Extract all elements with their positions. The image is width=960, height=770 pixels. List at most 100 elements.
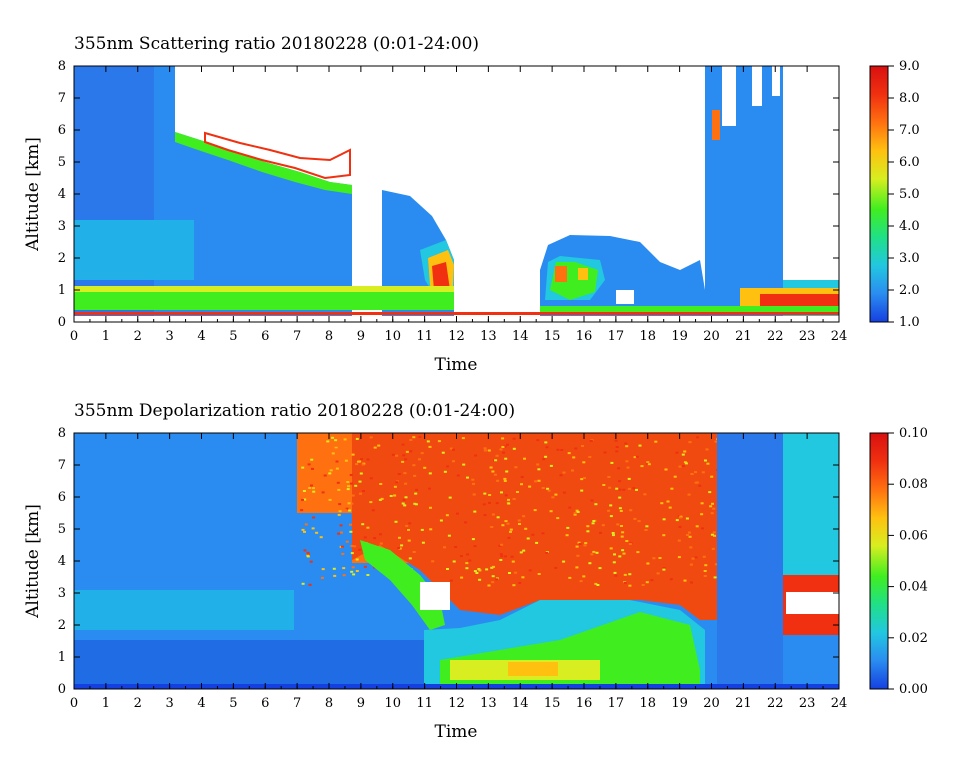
noise-speck — [573, 513, 577, 516]
noise-speck — [489, 466, 493, 469]
colorbar — [869, 432, 889, 690]
x-tick-label: 12 — [448, 329, 465, 344]
noise-speck — [694, 481, 698, 484]
noise-speck — [501, 524, 505, 527]
noise-speck — [643, 493, 647, 496]
noise-speck — [332, 567, 336, 570]
noise-speck — [629, 509, 633, 512]
noise-speck — [688, 441, 692, 444]
noise-speck — [710, 475, 714, 478]
noise-speck — [559, 474, 563, 477]
noise-speck — [592, 520, 596, 522]
noise-speck — [511, 560, 515, 563]
x-tick-label: 9 — [357, 696, 365, 711]
noise-speck — [577, 541, 581, 544]
noise-speck — [393, 494, 397, 497]
x-tick-label: 0 — [70, 696, 78, 711]
noise-speck — [312, 487, 315, 490]
noise-speck — [310, 458, 314, 461]
noise-speck — [494, 459, 498, 462]
noise-speck — [319, 505, 323, 508]
noise-speck — [666, 500, 670, 503]
noise-speck — [533, 509, 537, 512]
noise-speck — [623, 573, 627, 576]
noise-speck — [373, 537, 377, 540]
noise-speck — [683, 461, 687, 464]
noise-speck — [351, 453, 355, 456]
noise-speck — [483, 514, 487, 517]
noise-speck — [618, 496, 622, 499]
noise-speck — [628, 573, 632, 576]
noise-speck — [598, 567, 602, 570]
y-tick-label: 2 — [58, 251, 66, 266]
noise-speck — [662, 534, 666, 537]
noise-speck — [405, 450, 409, 453]
noise-speck — [501, 446, 505, 448]
noise-speck — [556, 517, 560, 520]
x-axis-label: Time — [435, 722, 478, 742]
noise-speck — [397, 547, 401, 549]
noise-speck — [696, 436, 700, 439]
noise-speck — [583, 544, 587, 547]
noise-speck — [414, 503, 418, 506]
noise-speck — [549, 510, 553, 513]
noise-speck — [412, 464, 416, 467]
noise-speck — [350, 570, 354, 573]
noise-speck — [300, 509, 304, 512]
noise-speck — [691, 557, 695, 560]
noise-speck — [675, 519, 679, 522]
noise-speck — [619, 510, 623, 512]
noise-speck — [346, 488, 350, 491]
noise-speck — [621, 531, 625, 534]
noise-speck — [404, 482, 408, 485]
noise-speck — [505, 470, 509, 473]
noise-speck — [456, 474, 460, 477]
noise-speck — [609, 504, 613, 507]
noise-speck — [301, 582, 305, 585]
x-tick-label: 9 — [357, 329, 365, 344]
x-tick-label: 5 — [229, 696, 237, 711]
noise-speck — [591, 522, 595, 525]
noise-speck — [612, 534, 615, 537]
noise-speck — [575, 545, 579, 548]
x-tick-label: 24 — [831, 329, 848, 344]
noise-speck — [526, 537, 530, 540]
noise-speck — [471, 538, 475, 541]
noise-speck — [627, 487, 631, 490]
noise-speck — [582, 575, 586, 578]
noise-speck — [673, 475, 677, 478]
noise-speck — [407, 528, 410, 531]
noise-speck — [714, 563, 718, 566]
noise-speck — [401, 443, 405, 446]
noise-speck — [409, 450, 413, 453]
noise-speck — [508, 572, 511, 574]
noise-speck — [363, 565, 367, 568]
noise-speck — [628, 584, 632, 587]
noise-speck — [311, 467, 314, 470]
noise-speck — [473, 510, 477, 513]
noise-speck — [537, 573, 541, 575]
noise-speck — [687, 531, 691, 534]
noise-speck — [562, 491, 566, 494]
noise-speck — [633, 456, 637, 459]
noise-speck — [572, 456, 576, 459]
noise-speck — [520, 476, 524, 478]
noise-speck — [447, 534, 451, 537]
x-tick-label: 11 — [416, 329, 433, 344]
noise-speck — [490, 526, 494, 528]
noise-speck — [333, 574, 337, 577]
noise-speck — [518, 523, 521, 525]
noise-speck — [465, 562, 469, 565]
noise-speck — [429, 528, 433, 531]
noise-speck — [581, 445, 584, 447]
noise-speck — [309, 560, 313, 563]
noise-speck — [340, 531, 343, 534]
noise-speck — [646, 462, 650, 465]
y-tick-label: 3 — [58, 219, 66, 234]
noise-speck — [500, 555, 504, 558]
noise-speck — [350, 482, 353, 485]
noise-speck — [307, 474, 311, 477]
colorbar-tick-label: 0.00 — [899, 682, 928, 697]
noise-speck — [504, 520, 508, 523]
colorbar-ticks: 0.00 0.02 0.04 0.06 0.08 0.10 — [888, 426, 928, 697]
